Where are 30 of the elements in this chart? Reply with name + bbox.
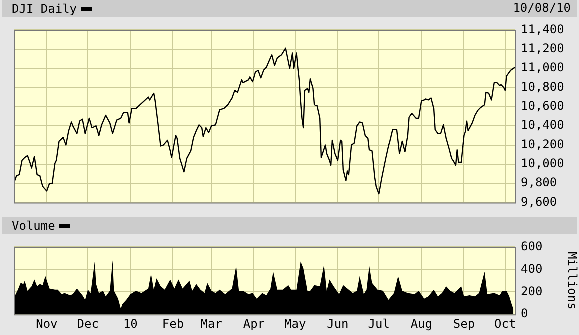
x-tick-label: Mar <box>200 316 222 331</box>
x-tick-label: Apr <box>243 316 266 331</box>
y-tick-label: 10,600 <box>521 99 564 114</box>
x-tick-label: Oct <box>494 316 516 331</box>
x-tick-label: Sep <box>453 316 476 331</box>
y-tick-label: 11,400 <box>521 22 564 36</box>
y-tick-label: 10,200 <box>521 137 564 152</box>
y-tick-label: 9,600 <box>521 194 558 209</box>
y-tick-label: 10,800 <box>521 80 564 94</box>
y-axis-title: Millions <box>566 252 579 310</box>
legend-label: DJI Daily <box>12 2 78 16</box>
y-tick-label: 0 <box>521 306 528 321</box>
y-tick-label: 400 <box>521 262 543 276</box>
legend-label: Volume <box>12 218 56 232</box>
x-tick-label: Aug <box>410 316 433 331</box>
x-tick-label: Dec <box>77 316 99 331</box>
y-tick-label: 600 <box>521 239 543 254</box>
y-tick-label: 11,000 <box>521 60 564 75</box>
y-tick-label: 11,200 <box>521 42 564 56</box>
x-tick-label: Jul <box>368 316 390 331</box>
x-tick-label: Nov <box>36 316 58 331</box>
y-tick-label: 10,000 <box>521 156 564 171</box>
y-tick-label: 10,400 <box>521 118 564 132</box>
y-tick-label: 200 <box>521 284 543 298</box>
x-tick-label: 10 <box>123 316 138 331</box>
y-tick-label: 9,800 <box>521 176 558 190</box>
x-tick-label: May <box>284 316 306 331</box>
x-tick-label: Jun <box>327 316 349 331</box>
text: 10/08/10 <box>513 0 571 17</box>
x-tick-label: Feb <box>162 316 184 331</box>
